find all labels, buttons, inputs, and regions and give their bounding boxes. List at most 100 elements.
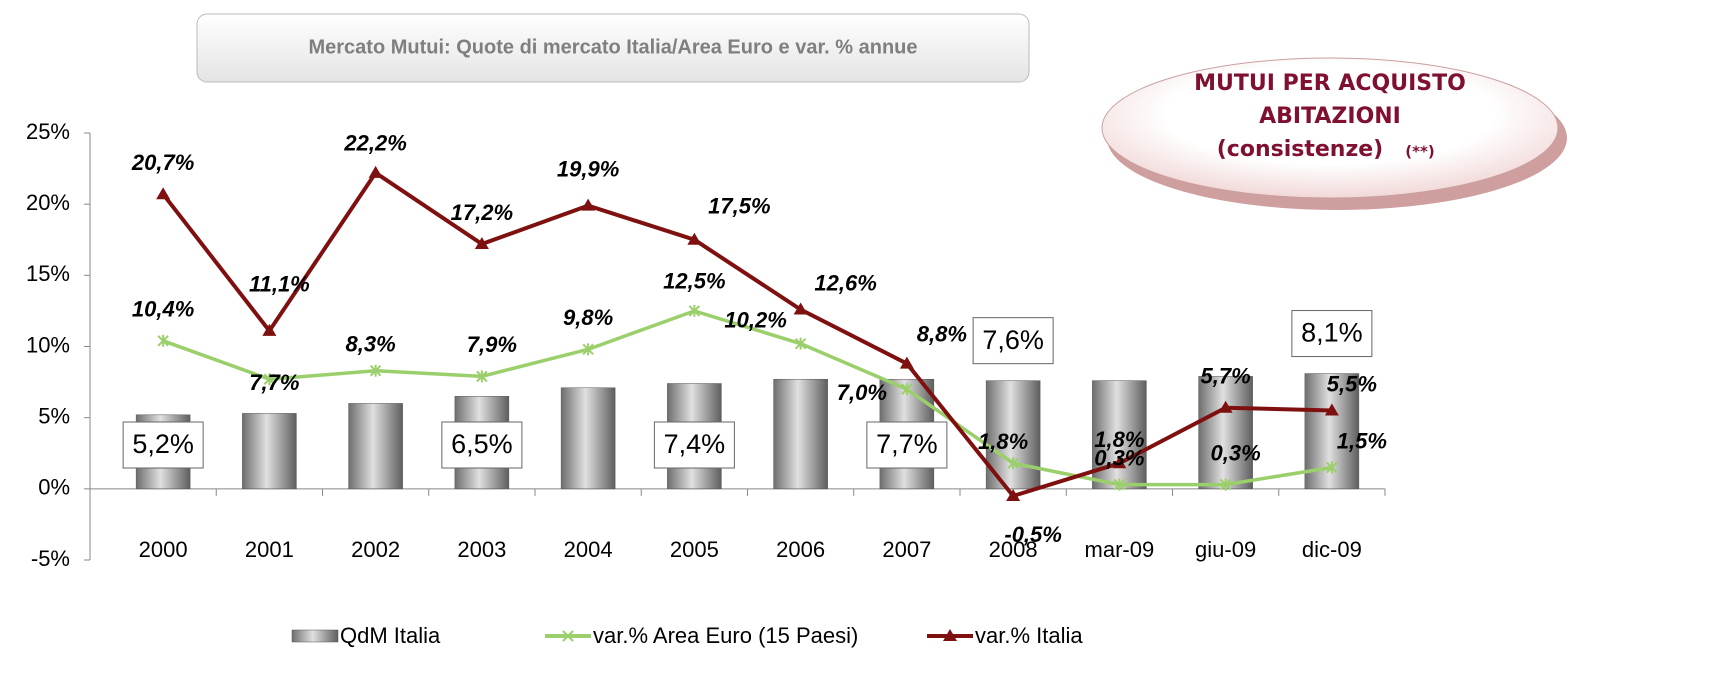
- line-value-label: 12,6%: [814, 270, 876, 295]
- line-value-label: 10,2%: [724, 307, 786, 332]
- bar-label-group: 5,2%: [122, 421, 204, 469]
- line-value-label: 5,5%: [1327, 371, 1377, 396]
- annotation-line: (consistenze): [1217, 137, 1383, 162]
- marker: [157, 334, 169, 347]
- legend-swatch: [291, 629, 339, 643]
- y-tick-label: 15%: [26, 261, 70, 286]
- bar: [1198, 376, 1253, 490]
- marker: [1324, 403, 1339, 416]
- y-tick-label: -5%: [31, 546, 70, 571]
- x-tick-label: giu-09: [1195, 537, 1256, 562]
- line-value-label: 9,8%: [563, 305, 613, 330]
- line-value-label: 17,5%: [708, 194, 770, 219]
- line-value-label: 11,1%: [249, 272, 310, 297]
- bar: [242, 413, 297, 490]
- marker: [1218, 400, 1233, 413]
- y-tick-label: 5%: [38, 403, 70, 428]
- x-tick-label: 2006: [776, 537, 825, 562]
- bar-label-group: 6,5%: [441, 421, 523, 469]
- x-tick-label: 2000: [139, 537, 188, 562]
- line-value-label: 10,4%: [132, 297, 194, 322]
- bar-value-label: 6,5%: [451, 429, 513, 459]
- bar: [348, 403, 403, 490]
- marker: [1219, 478, 1232, 491]
- line-value-label: 19,9%: [557, 156, 619, 181]
- x-tick-label: 2004: [564, 537, 613, 562]
- x-tick-label: 2001: [245, 537, 294, 562]
- bar-label-group: 7,7%: [866, 421, 948, 469]
- marker: [901, 383, 913, 396]
- line-value-label: 12,5%: [663, 269, 725, 294]
- line-value-label: 7,9%: [467, 332, 517, 357]
- line-value-label: 17,2%: [451, 200, 513, 225]
- bar-value-label: 7,7%: [876, 429, 938, 459]
- marker: [1113, 478, 1126, 491]
- line-value-label: 0,3%: [1094, 445, 1144, 470]
- annotation-line: MUTUI PER ACQUISTO: [1194, 71, 1466, 96]
- y-tick-label: 10%: [26, 332, 70, 357]
- title-box: [196, 13, 1030, 83]
- y-tick-label: 20%: [26, 190, 70, 215]
- marker: [581, 198, 596, 211]
- line-value-label: 7,7%: [249, 370, 299, 395]
- line-value-label: 7,0%: [837, 380, 887, 405]
- line: [162, 309, 1333, 487]
- bar-label-box: [1291, 310, 1373, 358]
- marker: [582, 343, 594, 356]
- y-tick-label: 25%: [26, 119, 70, 144]
- marker: [1007, 457, 1019, 470]
- x-tick-label: 2003: [457, 537, 506, 562]
- marker: [899, 356, 914, 369]
- bar-value-label: 7,4%: [664, 429, 726, 459]
- line-value-label: 0,3%: [1211, 440, 1261, 465]
- annotation-note: (**): [1405, 143, 1434, 161]
- bar-label-group: 7,6%: [972, 317, 1054, 365]
- line-value-label: -0,5%: [1004, 522, 1061, 547]
- line-value-label: 20,7%: [131, 150, 194, 175]
- line-value-label: 8,3%: [346, 332, 396, 357]
- line: [161, 170, 1332, 499]
- marker: [156, 187, 171, 200]
- bar-value-label: 8,1%: [1301, 318, 1363, 348]
- marker: [369, 364, 382, 377]
- annotation-ellipse: [1101, 57, 1559, 199]
- bar-value-label: 5,2%: [132, 429, 194, 459]
- x-tick-label: 2002: [351, 537, 400, 562]
- marker: [687, 232, 702, 245]
- bar-label-box: [972, 317, 1054, 365]
- bar: [560, 387, 616, 490]
- marker: [1006, 488, 1021, 501]
- x-tick-label: 2008: [989, 537, 1038, 562]
- marker: [1326, 461, 1338, 474]
- bar-label-box: [653, 421, 735, 469]
- marker: [476, 370, 488, 383]
- marker: [262, 323, 277, 336]
- x-tick-label: dic-09: [1302, 537, 1362, 562]
- x-tick-label: mar-09: [1085, 537, 1155, 562]
- marker: [688, 304, 701, 317]
- x-tick-label: 2007: [882, 537, 931, 562]
- bar-label-group: 8,1%: [1291, 310, 1373, 358]
- marker: [793, 302, 808, 315]
- bar-value-label: 7,6%: [982, 325, 1044, 355]
- legend-label: var.% Italia: [975, 623, 1083, 648]
- bar: [773, 378, 828, 490]
- line-value-label: 5,7%: [1201, 364, 1251, 389]
- line-value-label: 1,8%: [1094, 427, 1144, 452]
- marker: [794, 337, 807, 350]
- legend-label: QdM Italia: [340, 623, 441, 648]
- marker: [1112, 456, 1127, 469]
- line-value-label: 8,8%: [917, 321, 967, 346]
- bar-label-box: [122, 421, 204, 469]
- annotation-line: ABITAZIONI: [1259, 104, 1401, 129]
- legend-marker: [562, 630, 574, 642]
- legend-marker: [943, 629, 957, 641]
- bar-label-box: [866, 421, 948, 469]
- marker: [263, 373, 276, 386]
- line-value-label: 1,5%: [1337, 428, 1387, 453]
- marker: [474, 237, 489, 250]
- chart-title: Mercato Mutui: Quote di mercato Italia/A…: [308, 36, 917, 58]
- line-value-label: 22,2%: [343, 131, 406, 156]
- bar-label-box: [441, 421, 523, 469]
